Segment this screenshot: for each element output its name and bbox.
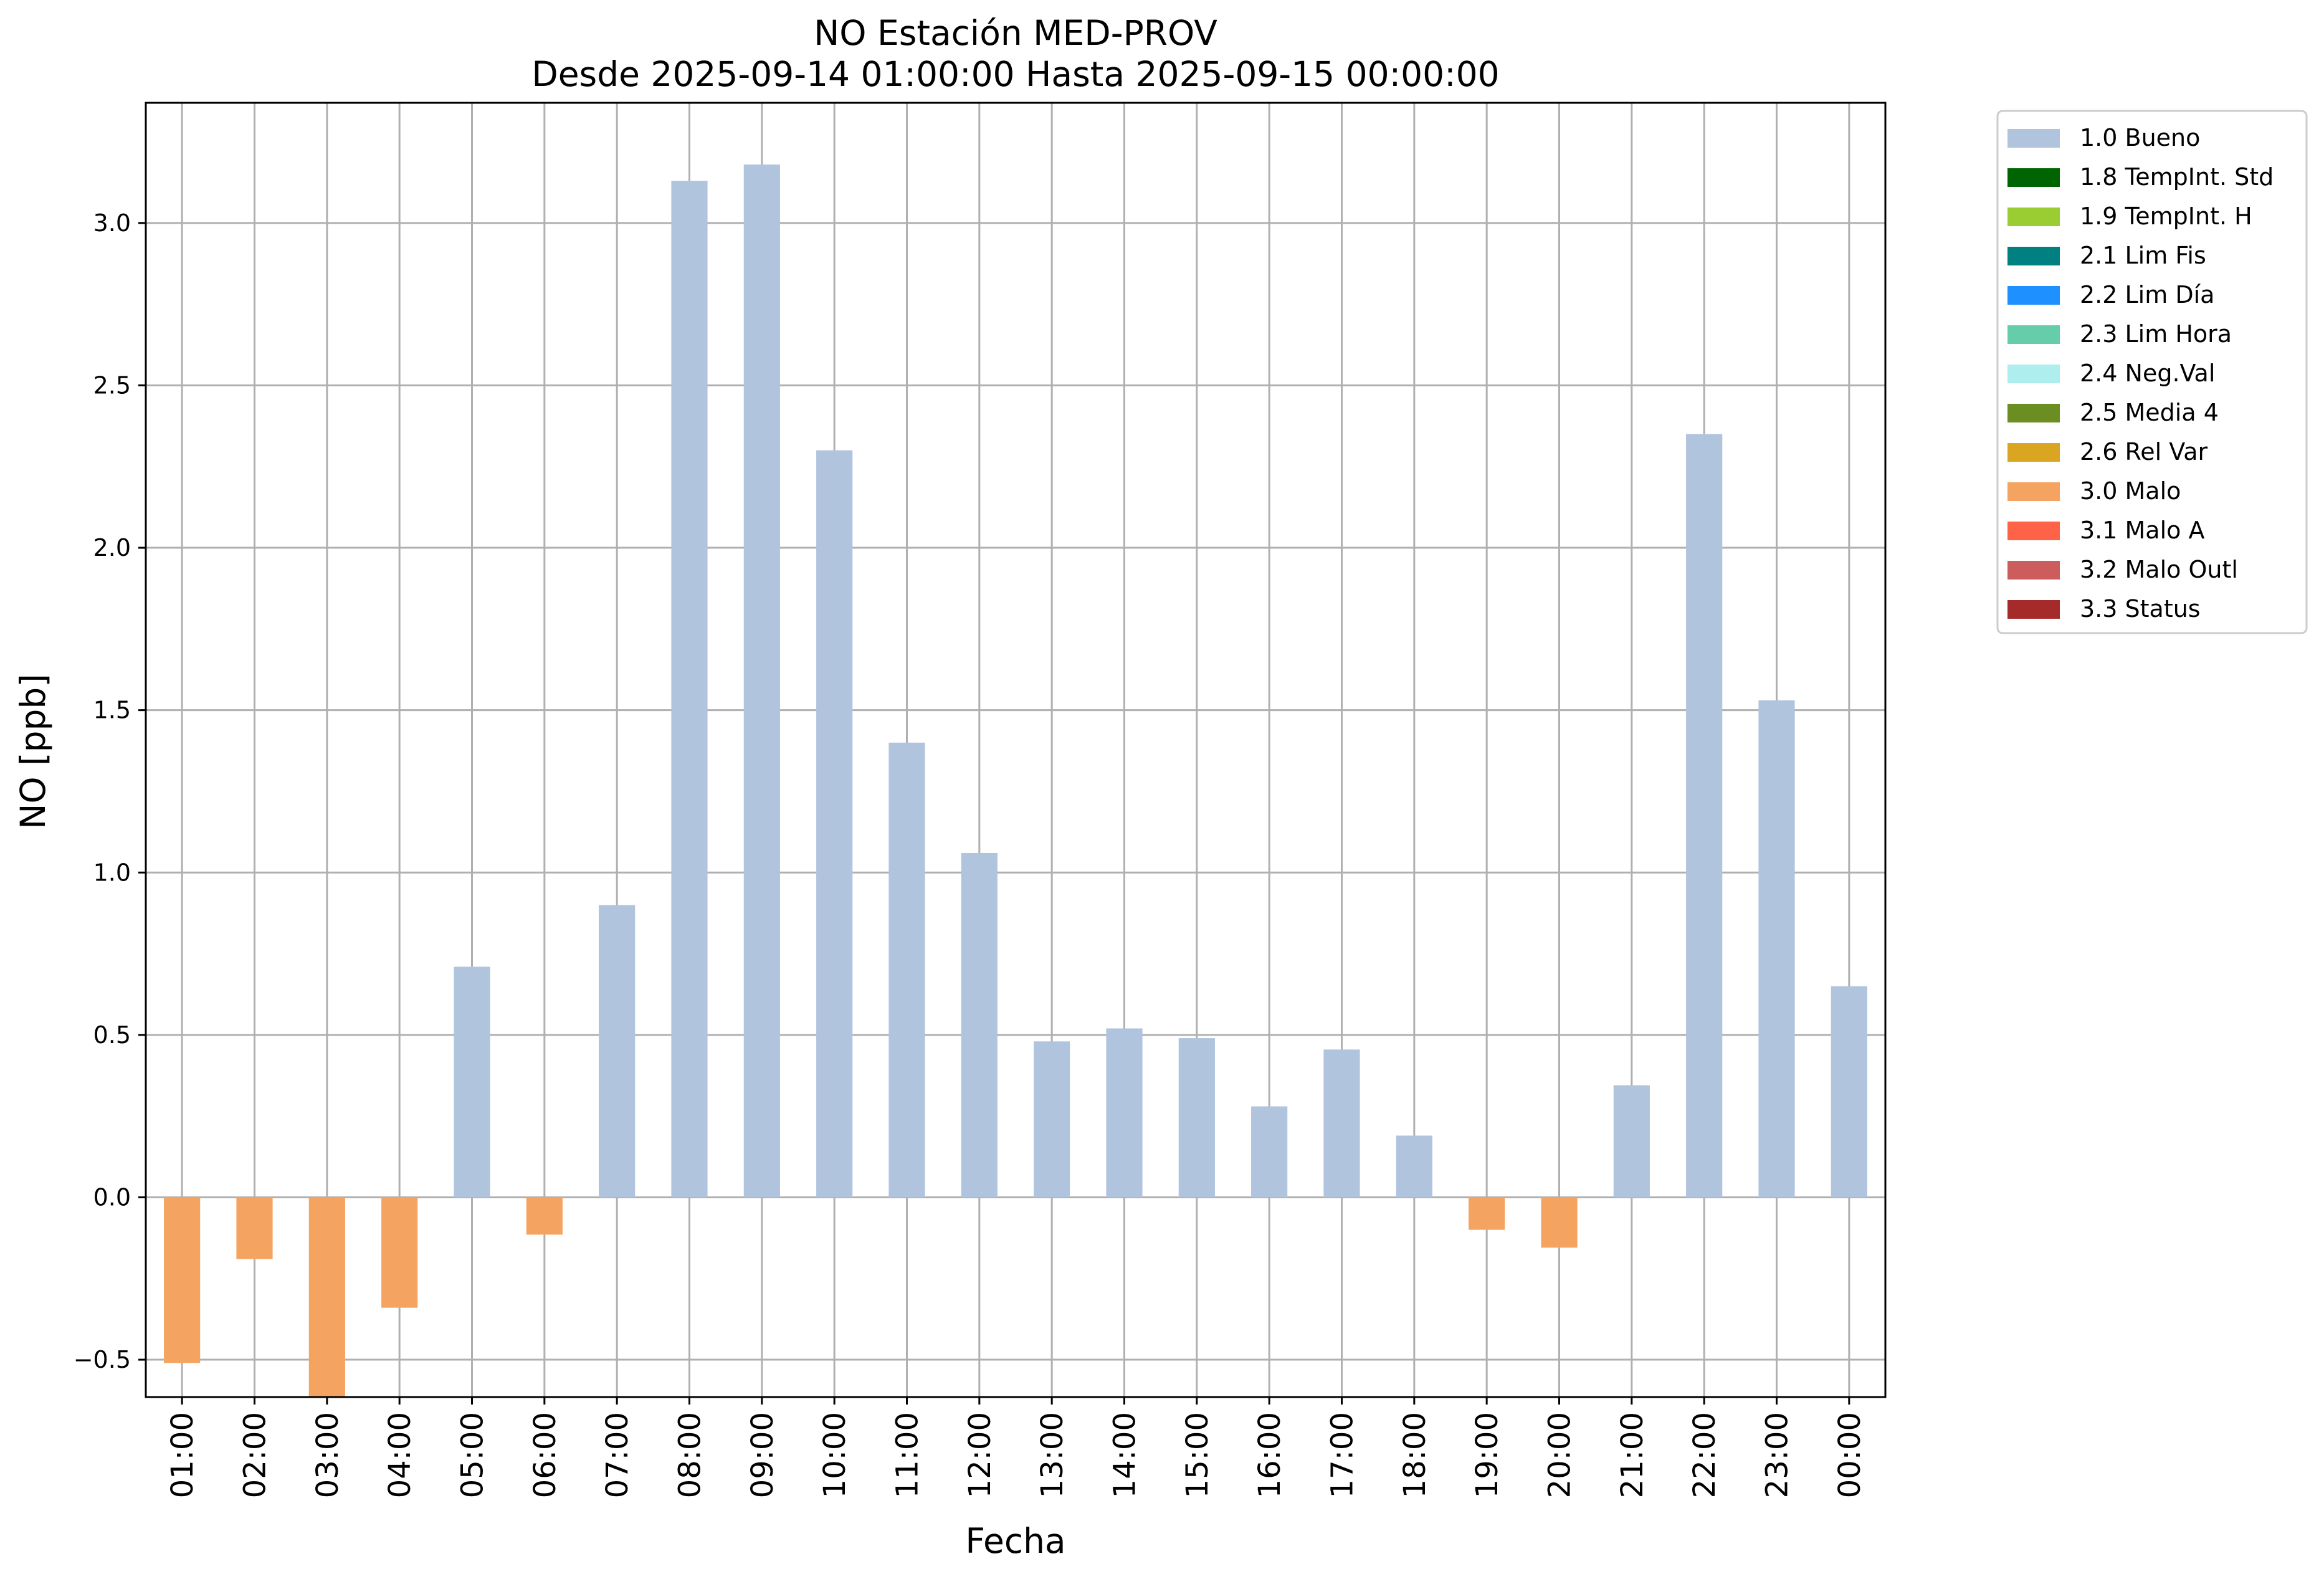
legend-swatch [2007, 208, 2060, 226]
x-tick-label: 03:00 [310, 1412, 345, 1498]
x-tick-label: 09:00 [745, 1412, 780, 1498]
x-tick-label: 01:00 [165, 1412, 200, 1498]
y-tick-label: 2.5 [93, 371, 131, 399]
bar-0600 [526, 1197, 563, 1235]
y-tick-label: 1.0 [93, 859, 131, 886]
legend-label: 2.1 Lim Fis [2080, 242, 2206, 269]
x-tick-label: 16:00 [1252, 1412, 1287, 1498]
plot-area-frame [145, 102, 1887, 1398]
y-tick-label: 1.5 [93, 697, 131, 724]
bar-2000 [1541, 1197, 1578, 1248]
bar-1800 [1396, 1135, 1432, 1198]
legend-label: 2.5 Media 4 [2080, 399, 2219, 426]
legend-swatch [2007, 168, 2060, 187]
bar-1000 [816, 450, 853, 1198]
legend-swatch [2007, 443, 2060, 462]
bar-0500 [454, 966, 490, 1198]
bar-0900 [743, 165, 780, 1198]
legend-label: 3.0 Malo [2080, 477, 2181, 505]
y-tick-label: 0.5 [93, 1021, 131, 1049]
x-tick-label: 18:00 [1398, 1412, 1432, 1498]
legend-label: 3.2 Malo Outl [2080, 556, 2238, 583]
legend-swatch [2007, 600, 2060, 619]
legend-label: 2.3 Lim Hora [2080, 320, 2232, 348]
x-tick-label: 17:00 [1325, 1412, 1360, 1498]
x-tick-label: 15:00 [1180, 1412, 1215, 1498]
bar-2300 [1758, 700, 1795, 1198]
x-tick-label: 08:00 [673, 1412, 708, 1498]
x-axis-label: Fecha [965, 1521, 1065, 1561]
legend-swatch [2007, 404, 2060, 422]
x-tick-label: 02:00 [238, 1412, 273, 1498]
x-tick-label: 07:00 [600, 1412, 635, 1498]
x-tick-label: 13:00 [1035, 1412, 1070, 1498]
legend-label: 2.4 Neg.Val [2080, 360, 2215, 387]
x-tick-label: 00:00 [1832, 1412, 1867, 1498]
legend-swatch [2007, 365, 2060, 383]
legend-label: 3.3 Status [2080, 595, 2201, 623]
bar-2200 [1686, 434, 1723, 1198]
bar-1700 [1323, 1049, 1360, 1198]
legend-swatch [2007, 129, 2060, 148]
y-tick-label: 0.0 [93, 1183, 131, 1211]
legend-frame [1996, 110, 2308, 634]
x-axis: 01:00 02:00 03:00 04:00 05:00 06:00 07:00 08:00… [165, 1397, 1867, 1498]
legend-label: 2.6 Rel Var [2080, 438, 2208, 465]
bar-0000 [1831, 986, 1867, 1198]
bar-0400 [381, 1197, 418, 1308]
legend-swatch [2007, 522, 2060, 540]
legend-label: 3.1 Malo A [2080, 517, 2204, 544]
x-tick-label: 11:00 [890, 1412, 925, 1498]
bar-2100 [1613, 1085, 1650, 1198]
legend-swatch [2007, 325, 2060, 344]
bar-1300 [1034, 1041, 1070, 1198]
bar-0700 [599, 905, 636, 1198]
legend-swatch [2007, 482, 2060, 501]
x-tick-label: 22:00 [1687, 1412, 1722, 1498]
y-tick-label: 2.0 [93, 534, 131, 561]
x-tick-label: 05:00 [455, 1412, 490, 1498]
bar-0300 [308, 1197, 345, 1397]
x-tick-label: 10:00 [817, 1412, 852, 1498]
y-axis-label: NO [ppb] [13, 674, 53, 829]
bars [164, 165, 1867, 1397]
x-tick-label: 19:00 [1470, 1412, 1505, 1498]
y-tick-label: −0.5 [74, 1346, 131, 1373]
legend-label: 1.9 TempInt. H [2080, 203, 2252, 230]
legend-swatch [2007, 247, 2060, 265]
chart-subtitle: Desde 2025-09-14 01:00:00 Hasta 2025-09-… [531, 54, 1499, 94]
legend-label: 2.2 Lim Día [2080, 281, 2214, 308]
bar-0200 [236, 1197, 273, 1259]
legend-label: 1.8 TempInt. Std [2080, 163, 2274, 191]
legend-swatch [2007, 286, 2060, 305]
x-tick-label: 23:00 [1760, 1412, 1795, 1498]
x-tick-label: 12:00 [963, 1412, 998, 1498]
bar-1500 [1178, 1038, 1215, 1198]
legend: 1.0 Bueno 1.8 TempInt. Std 1.9 TempInt. H 2… [1996, 110, 2308, 634]
legend-label: 1.0 Bueno [2080, 124, 2200, 151]
bar-0100 [164, 1197, 201, 1363]
x-tick-label: 04:00 [383, 1412, 417, 1498]
x-tick-label: 06:00 [528, 1412, 563, 1498]
legend-swatch [2007, 561, 2060, 580]
bar-1600 [1251, 1106, 1288, 1198]
bar-0800 [671, 181, 708, 1198]
y-tick-label: 3.0 [93, 209, 131, 237]
bar-1400 [1106, 1028, 1143, 1198]
y-axis: −0.5 0.0 0.5 1.0 1.5 2.0 2.5 3.0 [74, 209, 146, 1373]
chart-title: NO Estación MED-PROV [814, 13, 1217, 53]
x-tick-label: 14:00 [1108, 1412, 1143, 1498]
bar-1100 [888, 742, 925, 1198]
x-tick-label: 20:00 [1543, 1412, 1578, 1498]
bar-1900 [1469, 1197, 1505, 1230]
bar-1200 [961, 852, 998, 1198]
x-tick-label: 21:00 [1615, 1412, 1650, 1498]
